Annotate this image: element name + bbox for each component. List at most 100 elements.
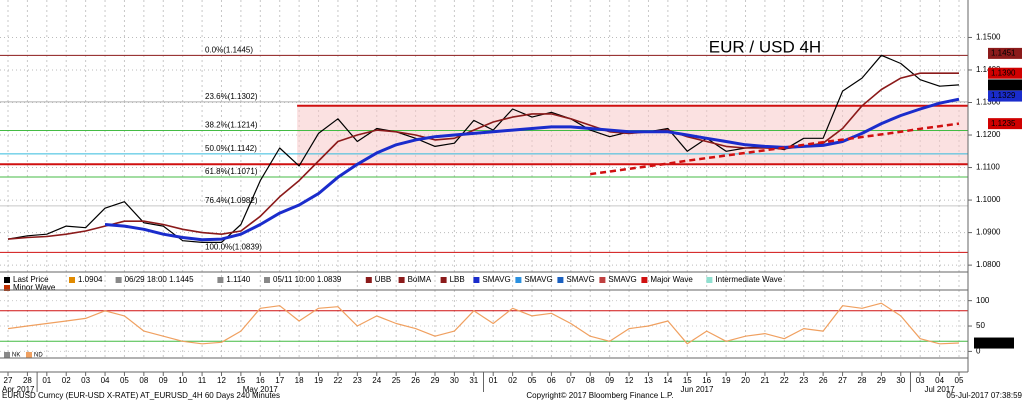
legend-label: 05/11 10:00 1.0839 bbox=[273, 275, 342, 284]
x-tick-label: 05 bbox=[955, 376, 964, 385]
legend-label: Major Wave bbox=[650, 275, 693, 284]
price-tag bbox=[988, 67, 1022, 79]
legend-swatch bbox=[217, 277, 224, 283]
legend-swatch bbox=[515, 277, 522, 283]
x-tick-label: 08 bbox=[586, 376, 595, 385]
legend-swatch bbox=[4, 352, 10, 358]
legend-label: 1.1140 bbox=[226, 275, 250, 284]
x-tick-label: 04 bbox=[101, 376, 110, 385]
price-tag-label: 1.1329 bbox=[991, 91, 1016, 100]
fib-label: 100.0%(1.0839) bbox=[205, 243, 262, 252]
footer-left: EURUSD Curncy (EUR-USD X-RATE) AT_EURUSD… bbox=[2, 391, 280, 400]
y-tick-label: 1.0900 bbox=[976, 228, 1001, 237]
price-tag bbox=[988, 47, 1022, 59]
legend-swatch bbox=[473, 277, 480, 283]
y-tick-label: 0 bbox=[976, 347, 981, 356]
x-tick-label: 18 bbox=[295, 376, 304, 385]
x-tick-label: 09 bbox=[159, 376, 168, 385]
x-tick-label: 22 bbox=[780, 376, 789, 385]
x-tick-label: 28 bbox=[858, 376, 867, 385]
x-tick-label: 29 bbox=[877, 376, 886, 385]
value-tag bbox=[974, 337, 1014, 349]
legend-swatch bbox=[599, 277, 606, 283]
legend-swatch bbox=[69, 277, 75, 283]
chart-title: EUR / USD 4H bbox=[709, 37, 821, 56]
legend-label: SMAVG bbox=[566, 275, 594, 284]
x-tick-label: 06 bbox=[547, 376, 556, 385]
x-tick-label: 23 bbox=[799, 376, 808, 385]
legend-swatch bbox=[440, 277, 447, 283]
legend-label: ND bbox=[34, 353, 43, 359]
x-tick-label: 02 bbox=[62, 376, 71, 385]
x-tick-label: 26 bbox=[819, 376, 828, 385]
legend-label: SMAVG bbox=[524, 275, 552, 284]
grid-layer: 1.08001.09001.10001.11001.12001.13001.14… bbox=[0, 0, 1001, 392]
price-tag bbox=[988, 118, 1022, 130]
legend-label: SMAVG bbox=[482, 275, 510, 284]
fib-label: 0.0%(1.1445) bbox=[205, 45, 253, 54]
legend-swatch bbox=[26, 352, 32, 358]
x-tick-label: 24 bbox=[372, 376, 381, 385]
price-tag bbox=[988, 79, 1022, 91]
label-layer: 27 28 01 02 03 04 05 08 09 10 11 12 15 16 17 18 19 22 23 24… bbox=[2, 37, 1022, 394]
month-label: May 2017 bbox=[243, 385, 279, 394]
legend-swatch bbox=[398, 277, 405, 283]
x-tick-label: 28 bbox=[23, 376, 32, 385]
legend-label: LBB bbox=[450, 275, 465, 284]
y-tick-label: 1.0800 bbox=[976, 260, 1001, 269]
legend-label: Minor Wave bbox=[13, 283, 56, 292]
x-tick-label: 17 bbox=[275, 376, 284, 385]
legend-label: Last Price bbox=[13, 275, 49, 284]
fib-label: 76.4%(1.0982) bbox=[205, 196, 258, 205]
y-tick-label: 100 bbox=[976, 296, 990, 305]
x-tick-label: 16 bbox=[256, 376, 265, 385]
month-label: Jul 2017 bbox=[924, 385, 955, 394]
x-tick-label: 08 bbox=[139, 376, 148, 385]
legend-swatch bbox=[264, 277, 270, 283]
x-tick-label: 16 bbox=[702, 376, 711, 385]
x-tick-label: 27 bbox=[4, 376, 13, 385]
series-line bbox=[7, 302, 960, 345]
price-tag-label: 1.1451 bbox=[991, 48, 1016, 57]
x-tick-label: 04 bbox=[935, 376, 944, 385]
x-tick-label: 21 bbox=[760, 376, 769, 385]
month-label: Apr 2017 bbox=[2, 385, 35, 394]
fib-label: 50.0%(1.1142) bbox=[205, 144, 257, 153]
legend-swatch bbox=[557, 277, 564, 283]
fib-label: 23.6%(1.1302) bbox=[205, 92, 258, 101]
x-tick-label: 02 bbox=[508, 376, 517, 385]
x-tick-label: 19 bbox=[314, 376, 323, 385]
y-tick-label: 50 bbox=[976, 321, 985, 330]
legend-label: UBB bbox=[375, 275, 391, 284]
legend-label: 06/29 18:00 1.1445 bbox=[125, 275, 195, 284]
x-tick-label: 31 bbox=[469, 376, 478, 385]
price-tag-label: 1.1235 bbox=[991, 119, 1016, 128]
footer-right: 05-Jul-2017 07:38:59 bbox=[946, 391, 1022, 400]
x-tick-label: 15 bbox=[236, 376, 245, 385]
legend-label: SMAVG bbox=[608, 275, 636, 284]
x-tick-label: 25 bbox=[392, 376, 401, 385]
channel-band bbox=[297, 105, 968, 165]
x-tick-label: 10 bbox=[178, 376, 187, 385]
legend-label: NK bbox=[12, 353, 20, 359]
y-tick-label: 1.1300 bbox=[976, 98, 1001, 107]
month-label: Jun 2017 bbox=[681, 385, 714, 394]
series-line bbox=[590, 122, 960, 176]
x-tick-label: 14 bbox=[663, 376, 672, 385]
x-tick-label: 01 bbox=[42, 376, 51, 385]
x-tick-label: 30 bbox=[896, 376, 905, 385]
y-tick-label: 1.1100 bbox=[976, 163, 1000, 172]
fib-label: 38.2%(1.1214) bbox=[205, 121, 258, 130]
y-tick-label: 1.1500 bbox=[976, 33, 1001, 42]
legend-swatch bbox=[641, 277, 648, 283]
y-tick-label: 1.1200 bbox=[976, 130, 1001, 139]
legend-label: BolMA bbox=[408, 275, 432, 284]
legend-label: 1.0904 bbox=[78, 275, 103, 284]
x-tick-label: 01 bbox=[489, 376, 498, 385]
fib-label: 61.8%(1.1071) bbox=[205, 167, 258, 176]
x-tick-label: 12 bbox=[625, 376, 634, 385]
x-tick-label: 26 bbox=[411, 376, 420, 385]
legend-swatch bbox=[706, 277, 713, 283]
x-tick-label: 19 bbox=[722, 376, 731, 385]
